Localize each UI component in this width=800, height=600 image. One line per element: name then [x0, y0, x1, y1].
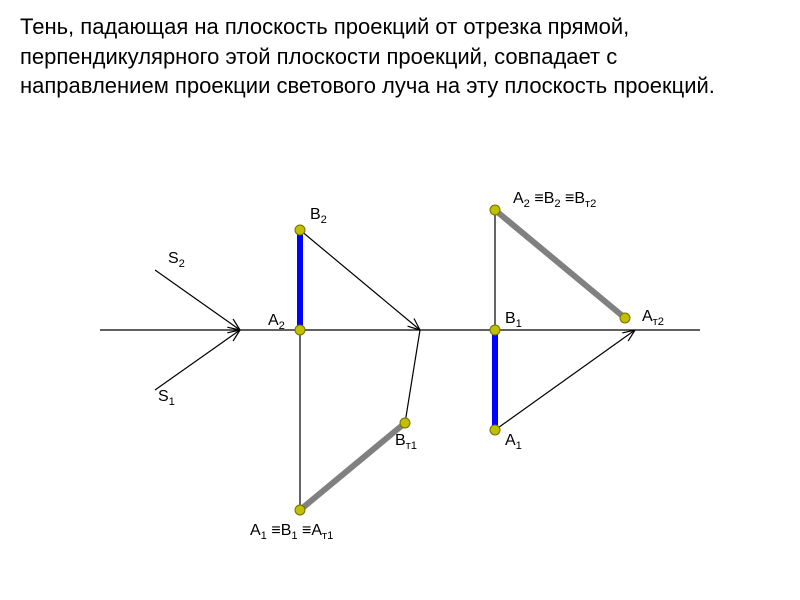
label-Bt1: Bт1: [395, 432, 417, 452]
label-A1B1At1: A1 ≡B1 ≡Aт1: [250, 522, 333, 542]
projection-diagram: [0, 0, 800, 600]
label-A2: A2: [268, 312, 285, 332]
label-At2: Aт2: [642, 308, 664, 328]
label-S2: S2: [168, 250, 185, 270]
label-A1: A1: [505, 432, 522, 452]
label-B2: B2: [310, 206, 327, 226]
label-S1: S1: [158, 388, 175, 408]
label-A2B2Bt2: A2 ≡B2 ≡Bт2: [513, 190, 596, 210]
label-B1: B1: [505, 310, 522, 330]
